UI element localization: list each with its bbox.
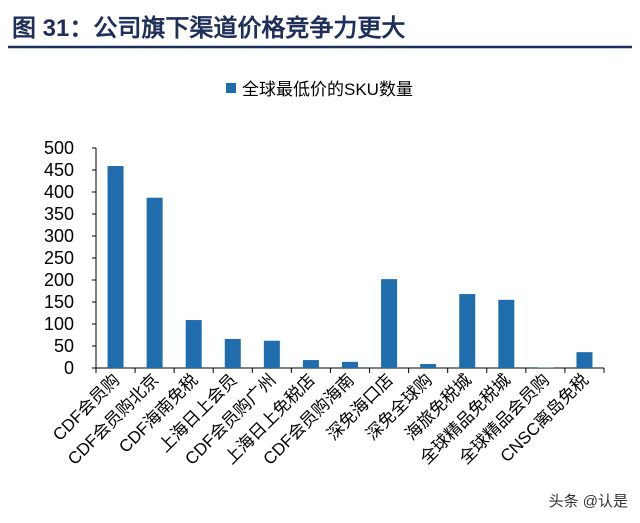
x-axis: [95, 367, 605, 373]
legend-swatch: [226, 83, 236, 93]
x-tick-labels: CDF会员购CDF会员购北京CDF海南免税上海日上会员CDF会员购广州上海日上免…: [49, 370, 592, 468]
bar: [420, 364, 437, 368]
bar: [224, 338, 241, 368]
y-tick-label: 300: [44, 226, 74, 246]
bar: [498, 299, 515, 368]
bar: [107, 166, 124, 368]
y-tick-label: 50: [54, 336, 74, 356]
y-tick-label: 500: [44, 138, 74, 158]
figure-title: 图 31：公司旗下渠道价格竞争力更大: [12, 14, 405, 42]
y-tick-label: 350: [44, 204, 74, 224]
bar-series: [107, 166, 593, 368]
bar: [146, 197, 163, 368]
bar: [302, 360, 319, 368]
bar: [576, 352, 593, 368]
figure-number: 图 31：: [12, 15, 93, 42]
legend-label: 全球最低价的SKU数量: [242, 80, 413, 99]
bar: [185, 320, 202, 368]
y-tick-label: 150: [44, 292, 74, 312]
y-tick-label: 450: [44, 160, 74, 180]
watermark: 头条 @认是: [549, 493, 628, 510]
y-tick-label: 400: [44, 182, 74, 202]
y-tick-label: 200: [44, 270, 74, 290]
bar: [381, 279, 398, 368]
legend: 全球最低价的SKU数量: [226, 80, 413, 99]
bar: [459, 294, 476, 368]
bar: [342, 361, 358, 368]
y-tick-label: 0: [64, 358, 74, 378]
figure-title-text: 公司旗下渠道价格竞争力更大: [93, 14, 405, 42]
y-tick-label: 100: [44, 314, 74, 334]
bar: [263, 340, 280, 368]
y-tick-label: 250: [44, 248, 74, 268]
